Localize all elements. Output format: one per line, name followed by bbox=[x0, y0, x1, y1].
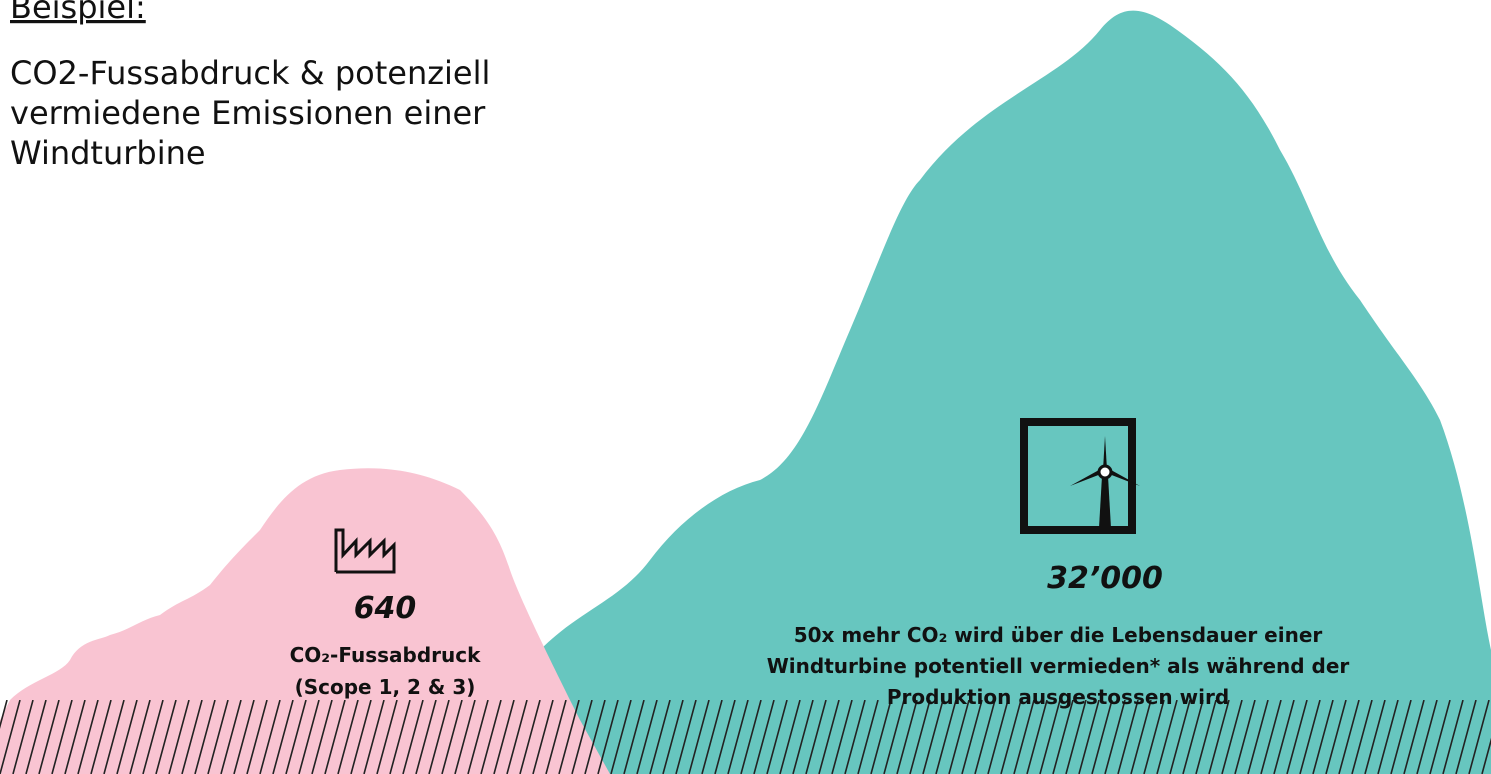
avoided-number: 32’000 bbox=[1047, 561, 1163, 596]
title-line: Windturbine bbox=[10, 134, 206, 172]
footprint-label: CO₂-Fussabdruck bbox=[290, 643, 482, 667]
example-label: Beispiel: bbox=[10, 0, 146, 26]
title-line: CO2-Fussabdruck & potenziell bbox=[10, 54, 490, 92]
hatch-band bbox=[0, 700, 1491, 774]
footprint-number: 640 bbox=[354, 591, 417, 626]
footprint-scope: (Scope 1, 2 & 3) bbox=[295, 675, 476, 699]
avoided-text-line: Produktion ausgestossen wird bbox=[887, 685, 1229, 709]
avoided-text-line: 50x mehr CO₂ wird über die Lebensdauer e… bbox=[794, 623, 1323, 647]
avoided-text-line: Windturbine potentiell vermieden* als wä… bbox=[767, 654, 1350, 678]
infographic: Beispiel: CO2-Fussabdruck & potenziell v… bbox=[0, 0, 1491, 774]
title-line: vermiedene Emissionen einer bbox=[10, 94, 486, 132]
